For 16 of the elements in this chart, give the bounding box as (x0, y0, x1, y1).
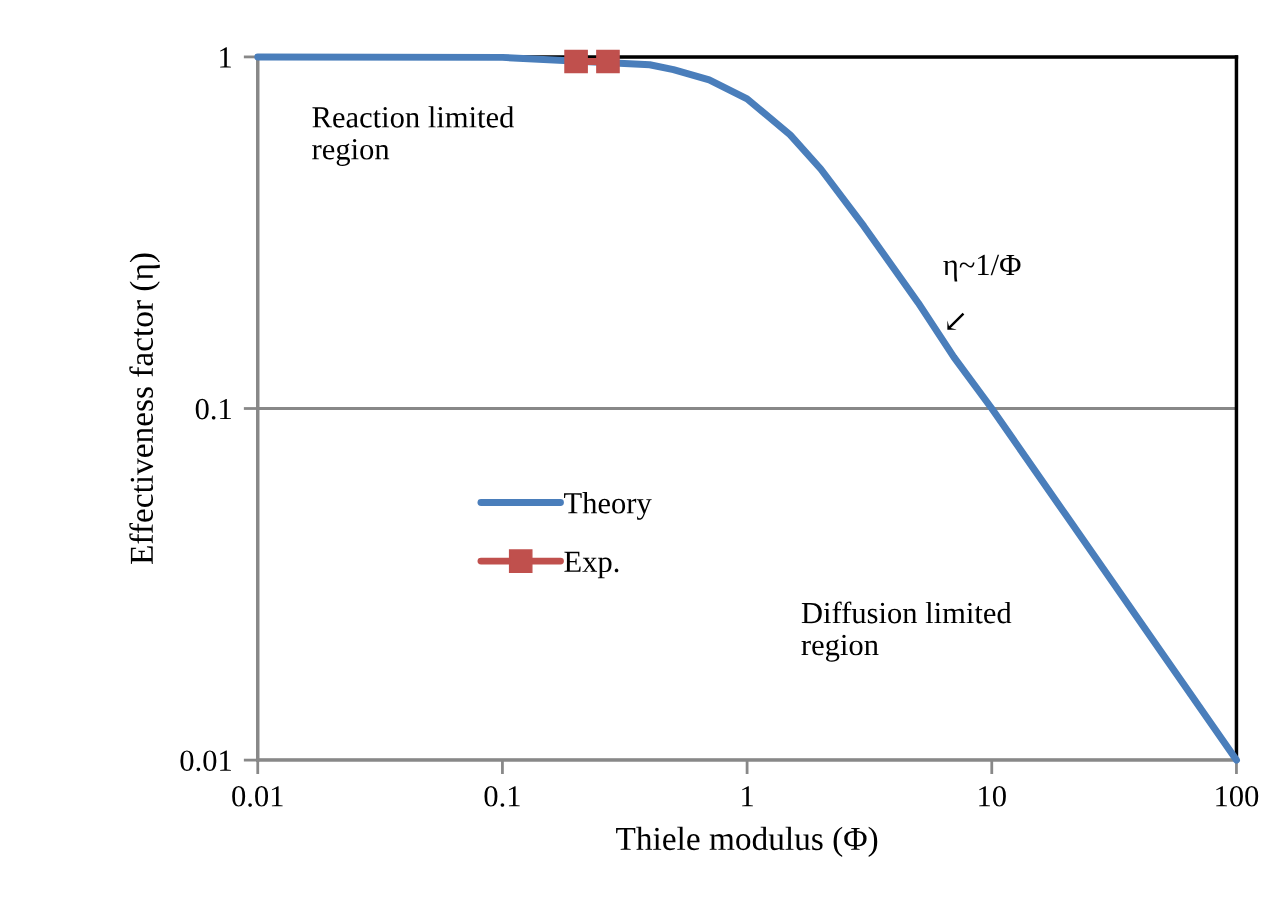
x-tick-label: 100 (1216, 785, 1259, 807)
annotation: η~1/Φ (943, 254, 1021, 282)
y-tick-label: 0.1 (195, 398, 231, 420)
x-tick-label: 0.01 (232, 785, 283, 807)
y-tick-label: 0.01 (180, 750, 231, 772)
x-tick-label: 1 (742, 786, 753, 807)
y-axis-title: Effectiveness factor (η) (129, 253, 160, 565)
annotation: ↙ (947, 312, 965, 330)
annotation: Reaction limited region (312, 106, 515, 166)
x-axis-title: Thiele modulus (Φ) (616, 826, 878, 857)
annotation: Diffusion limited region (801, 601, 1012, 662)
legend-label: Theory (564, 492, 652, 520)
x-tick-label: 10 (979, 785, 1006, 807)
x-tick-label: 0.1 (484, 785, 520, 807)
legend-label: Exp. (564, 551, 619, 579)
y-tick-label: 1 (220, 47, 231, 68)
